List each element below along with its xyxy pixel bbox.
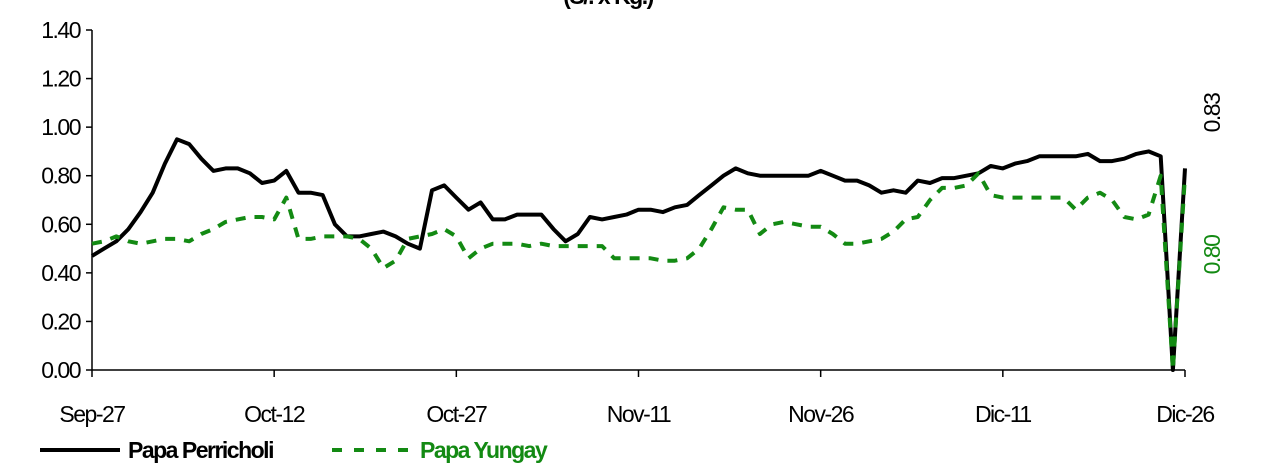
x-tick-label: Oct-12 bbox=[244, 401, 305, 427]
y-tick-label: 1.00 bbox=[41, 114, 80, 140]
y-tick-label: 0.40 bbox=[41, 260, 80, 286]
x-tick-label: Dic-11 bbox=[975, 401, 1031, 427]
x-tick-label: Sep-27 bbox=[59, 401, 125, 427]
y-tick-label: 0.80 bbox=[41, 163, 80, 189]
data-label: 0.80 bbox=[1199, 235, 1225, 274]
y-tick-label: 0.20 bbox=[41, 308, 80, 334]
x-tick-label: Nov-26 bbox=[788, 401, 854, 427]
y-tick-label: 1.40 bbox=[41, 17, 80, 43]
x-tick-label: Dic-26 bbox=[1156, 401, 1214, 427]
chart-title: (S/. x Kg.) bbox=[563, 0, 653, 9]
y-tick-label: 0.00 bbox=[41, 357, 80, 383]
y-tick-label: 1.20 bbox=[41, 66, 80, 92]
data-label: 0.83 bbox=[1199, 93, 1225, 132]
legend-label: Papa Perricholi bbox=[128, 437, 273, 463]
legend-label: Papa Yungay bbox=[420, 437, 548, 463]
series-line bbox=[90, 137, 1187, 372]
x-tick-label: Oct-27 bbox=[426, 401, 487, 427]
series-line bbox=[91, 171, 1187, 372]
x-tick-label: Nov-11 bbox=[607, 401, 671, 427]
y-tick-label: 0.60 bbox=[41, 211, 80, 237]
